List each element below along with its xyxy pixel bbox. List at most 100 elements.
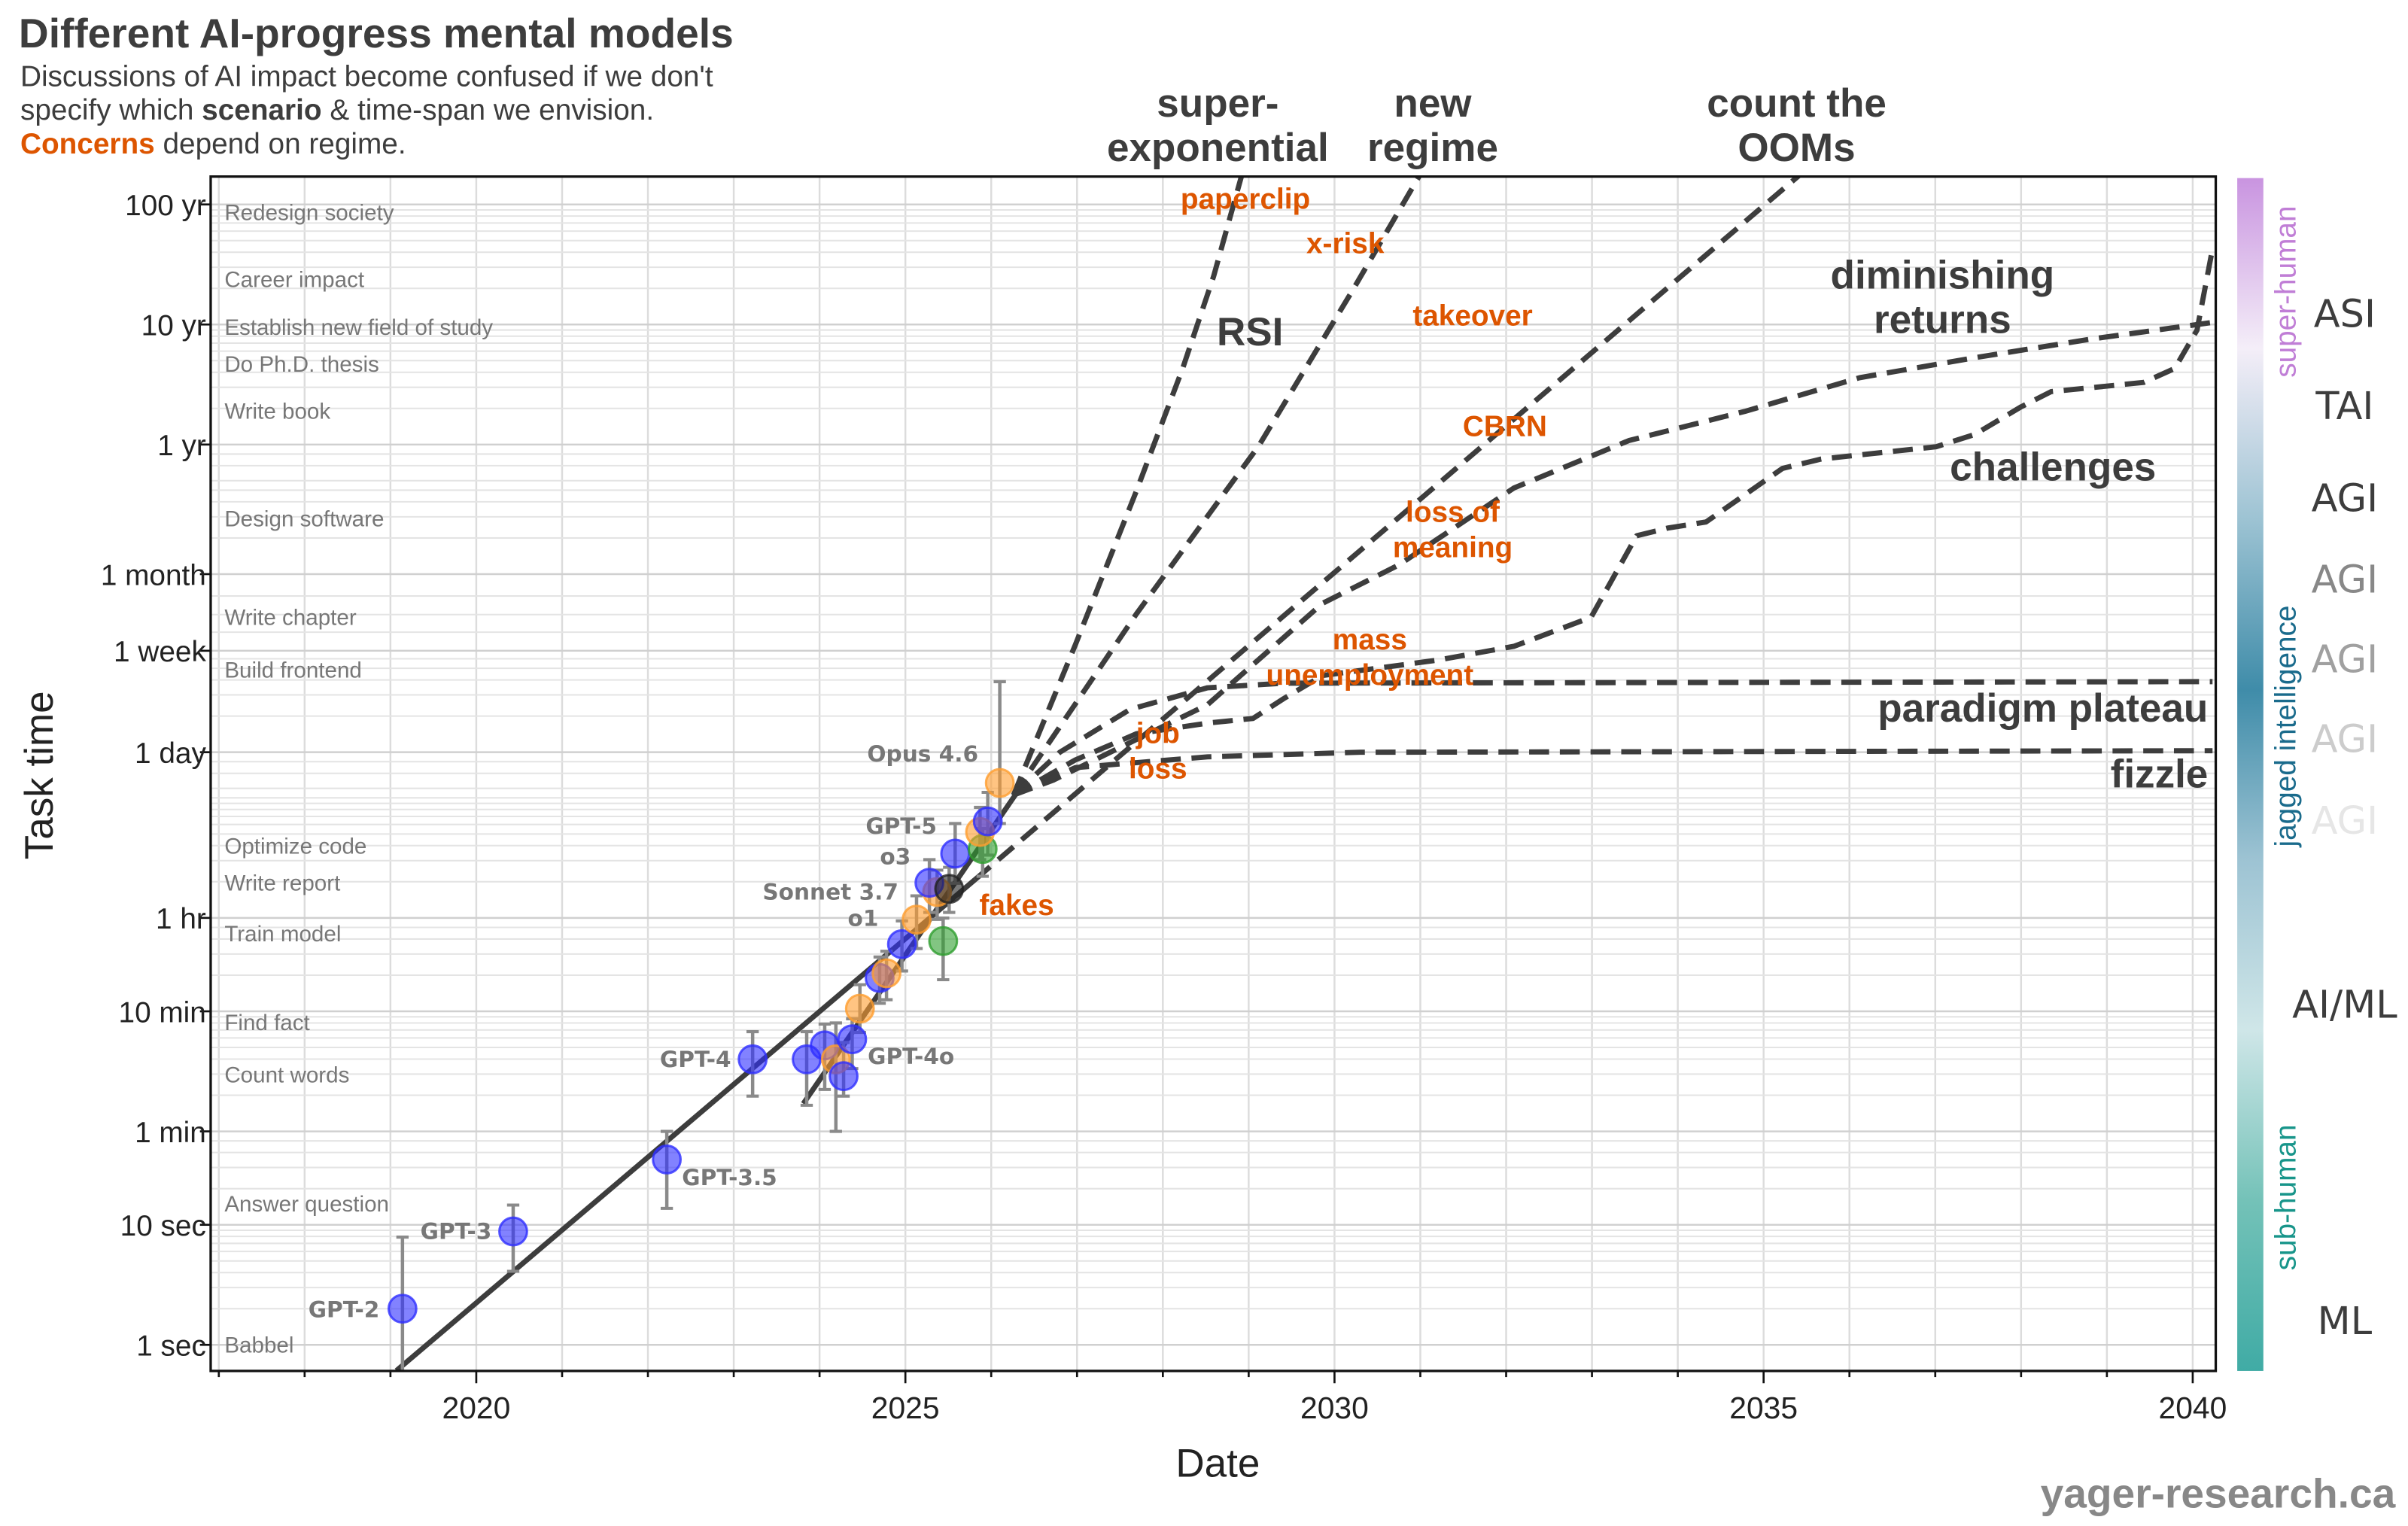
model-point-GPT-5 (940, 838, 971, 869)
intelligence-level-TAI: TAI (2315, 385, 2373, 429)
model-point-Opus-4.6 (984, 768, 1015, 798)
model-label: o3 (880, 844, 911, 870)
y-tick-label: 1 hr (156, 903, 206, 935)
region-label-super-human: super-human (2270, 205, 2303, 377)
intelligence-level-AGI: AGI (2312, 718, 2379, 762)
y-tick-label: 10 sec (120, 1210, 206, 1242)
model-label: GPT-5 (865, 813, 937, 839)
model-point-GPT-2 (387, 1293, 418, 1324)
subtitle-accent: Concerns (20, 128, 155, 160)
chart-title: Different AI-progress mental models (19, 10, 734, 56)
y-tick-label: 1 month (101, 559, 206, 591)
intelligence-level-AGI: AGI (2312, 638, 2379, 682)
concern-job-loss: job (1136, 717, 1180, 749)
task-label: Redesign society (224, 201, 394, 226)
model-label: GPT-3.5 (682, 1165, 777, 1190)
scenario-label-super-exponential: exponential (1107, 126, 1329, 170)
model-point (844, 993, 875, 1024)
scenario-label-paradigm-plateau: paradigm plateau (1877, 686, 2208, 731)
axes: 2020 2025 2030 2035 2040 1 sec 10 sec 1 min 10 m… (101, 190, 2227, 1425)
model-point-GPT-3 (498, 1216, 528, 1247)
intelligence-colorbar: super-human jagged intelligence sub-human A… (2237, 178, 2397, 1371)
task-label: Train model (224, 922, 341, 947)
y-tick-label: 1 sec (136, 1330, 206, 1363)
scenario-label-fizzle: fizzle (2111, 752, 2209, 797)
y-tick-label: 1 yr (157, 430, 206, 462)
intelligence-level-ASI: ASI (2314, 293, 2376, 337)
intelligence-level-AGI: AGI (2312, 476, 2379, 521)
model-point-o1 (886, 929, 917, 959)
task-labels: Redesign society Career impact Establish n… (224, 201, 493, 1358)
scenario-label-count-the-ooms: count the (1707, 81, 1887, 126)
intelligence-level-AGI: AGI (2312, 558, 2379, 603)
scenario-line-diminishing-returns (1012, 320, 2213, 798)
model-label: GPT-3 (421, 1218, 492, 1244)
scenario-line-new-regime (1011, 176, 1422, 797)
task-label: Answer question (224, 1192, 389, 1217)
model-point (934, 874, 965, 904)
y-axis-label: Task time (17, 691, 62, 859)
task-label: Write chapter (224, 605, 356, 630)
concern-loss-of-meaning: meaning (1393, 532, 1513, 564)
scenario-label-new-regime: new (1394, 81, 1472, 126)
task-label: Design software (224, 507, 384, 532)
concern-paperclip: paperclip (1181, 183, 1310, 215)
grid (210, 176, 2216, 1371)
concern-x-risk: x-risk (1306, 228, 1385, 260)
y-tick-label: 100 yr (125, 190, 206, 222)
model-points (387, 679, 1015, 1371)
concern-job-loss: loss (1129, 752, 1187, 785)
scenario-label-super-exponential: super- (1157, 81, 1278, 126)
subtitle-text: depend on regime. (155, 128, 406, 160)
task-label: Count words (224, 1062, 349, 1087)
model-point-Sonnet-3.7 (901, 904, 932, 935)
scenario-label-count-the-ooms: OOMs (1738, 126, 1855, 170)
task-label: Write report (224, 871, 340, 895)
task-label: Do Ph.D. thesis (224, 352, 379, 377)
concern-mass-unemployment: unemployment (1266, 659, 1474, 692)
scenario-label-rsi: RSI (1217, 310, 1283, 354)
intelligence-level-AGI: AGI (2312, 799, 2379, 844)
scenario-line-fizzle (1012, 748, 2213, 798)
model-label: GPT-4 (660, 1047, 731, 1072)
model-label: Sonnet 3.7 (762, 880, 898, 905)
task-label: Establish new field of study (224, 315, 493, 340)
x-tick-label: 2040 (2159, 1391, 2227, 1425)
intelligence-level-AI-ML: AI/ML (2292, 983, 2397, 1028)
task-label: Build frontend (224, 658, 362, 682)
scenario-line-challenges (1012, 248, 2215, 798)
x-tick-label: 2020 (442, 1391, 511, 1425)
model-label: GPT-2 (309, 1297, 380, 1323)
y-tick-label: 1 min (135, 1117, 206, 1149)
subtitle-line-2: specify which scenario & time-span we en… (20, 94, 654, 126)
task-label: Optimize code (224, 834, 366, 859)
region-label-jagged-intelligence: jagged intelligence (2270, 606, 2303, 848)
concern-loss-of-meaning: loss of (1406, 497, 1500, 529)
concern-fakes: fakes (980, 889, 1054, 922)
task-label: Write book (224, 399, 330, 424)
model-label: GPT-4o (868, 1044, 954, 1069)
scenario-label-diminishing-returns: diminishing (1831, 254, 2055, 298)
model-point (972, 806, 1003, 837)
x-tick-label: 2030 (1300, 1391, 1369, 1425)
model-point-GPT-3.5 (652, 1144, 683, 1175)
y-tick-label: 10 min (119, 996, 206, 1029)
y-tick-label: 1 day (135, 737, 206, 770)
scenario-line-paradigm-plateau (1011, 679, 2213, 798)
scenario-line-super-exponential (1011, 176, 1245, 796)
subtitle-text: Discussions of AI impact become confused… (20, 60, 713, 93)
concern-cbrn: CBRN (1463, 410, 1547, 442)
model-label: o1 (848, 905, 879, 931)
subtitle-bold: scenario (202, 94, 321, 126)
task-label: Career impact (224, 267, 364, 292)
concern-takeover: takeover (1412, 300, 1532, 333)
concern-mass-unemployment: mass (1333, 624, 1407, 656)
task-label: Babbel (224, 1333, 293, 1357)
subtitle-line-3: Concerns depend on regime. (20, 128, 406, 160)
plot-frame (209, 175, 2218, 1372)
y-tick-label: 1 week (114, 636, 206, 668)
scenario-label-diminishing-returns: returns (1874, 298, 2011, 342)
